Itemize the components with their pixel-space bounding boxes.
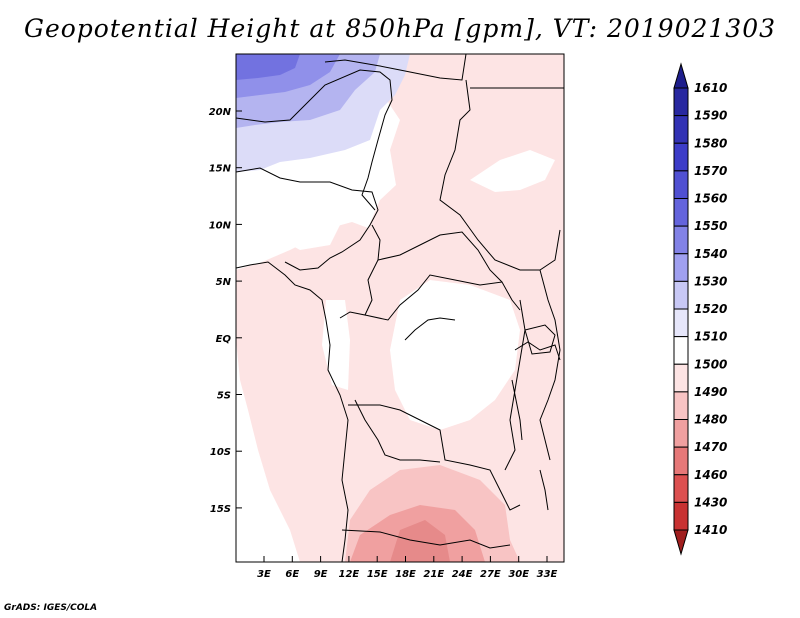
lon-label: 33E: [537, 569, 558, 580]
lake-victoria: [524, 324, 556, 355]
colorbar-box: [673, 336, 689, 365]
colorbar-box: [673, 501, 689, 531]
border-lake-region: [514, 341, 561, 361]
colorbar-top-arrow: [673, 62, 689, 89]
lat-label: EQ: [216, 334, 232, 345]
field-1470-band: [390, 520, 450, 562]
colorbar-box: [673, 308, 689, 338]
colorbar-box: [673, 142, 689, 172]
lon-label: 12E: [339, 569, 360, 580]
colorbar: 1610 1590 1580 1570 1560 1550 1540 1530 1520 1510…: [673, 62, 727, 556]
colorbar-label: 1460: [694, 468, 727, 482]
lat-label: 15N: [209, 164, 232, 175]
field-1510-patch-north: [470, 150, 555, 192]
lat-label: 15S: [210, 504, 231, 515]
colorbar-box: [673, 391, 689, 420]
colorbar-label: 1580: [694, 136, 727, 150]
field-1550-band: [236, 54, 300, 80]
colorbar-box: [673, 87, 689, 117]
lake-tanganyika: [511, 379, 523, 441]
lon-label: 6E: [285, 569, 299, 580]
colorbar-box: [673, 198, 689, 227]
border-congo: [364, 274, 521, 321]
colorbar-box: [673, 115, 689, 144]
map-frame: [235, 53, 565, 563]
grads-credit: GrADS: IGES/COLA: [4, 603, 98, 613]
colorbar-box: [673, 280, 689, 310]
colorbar-box: [673, 363, 689, 393]
lake-malawi: [539, 469, 549, 511]
border-north-b: [324, 54, 467, 81]
colorbar-label: 1530: [694, 274, 727, 288]
map-title: Geopotential Height at 850hPa [gpm], VT:…: [23, 14, 777, 43]
boundaries: [236, 54, 564, 562]
border-north-a: [236, 69, 393, 211]
field-1510-patch-centre: [390, 280, 520, 430]
field-1510-patch-coast: [322, 300, 350, 390]
border-south-central: [348, 404, 521, 511]
border-west-sahel: [236, 167, 379, 271]
lat-label: 5S: [217, 391, 231, 402]
lat-label: 10N: [209, 220, 232, 231]
lat-label: 5N: [216, 277, 232, 288]
border-south: [341, 529, 511, 549]
colorbar-label: 1550: [694, 219, 727, 233]
field-1510-patch-west: [280, 215, 340, 250]
colorbar-box: [673, 225, 689, 255]
colorbar-box: [673, 419, 689, 448]
colorbar-bottom-arrow: [673, 529, 689, 556]
lon-label: 15E: [367, 569, 388, 580]
latitude-axis: 20N 15N 10N 5N EQ 5S 10S 15S: [209, 107, 242, 515]
colorbar-label: 1500: [694, 357, 727, 371]
colorbar-label: 1480: [694, 413, 727, 427]
lon-label: 18E: [395, 569, 416, 580]
border-angola: [354, 399, 441, 463]
colorbar-label: 1520: [694, 302, 727, 316]
lon-label: 9E: [314, 569, 328, 580]
colorbar-label: 1510: [694, 330, 727, 344]
lat-label: 10S: [210, 447, 231, 458]
colorbar-label: 1470: [694, 440, 727, 454]
lon-label: 30E: [508, 569, 529, 580]
lon-label: 27E: [480, 569, 501, 580]
colorbar-box: [673, 474, 689, 503]
lon-label: 21E: [423, 569, 444, 580]
colorbar-label: 1590: [694, 109, 727, 123]
colorbar-box: [673, 253, 689, 282]
colorbar-box: [673, 170, 689, 199]
colorbar-label: 1570: [694, 164, 727, 178]
lon-label: 3E: [257, 569, 271, 580]
colorbar-label: 1430: [694, 495, 727, 509]
border-car: [377, 231, 503, 283]
height-field: [236, 54, 564, 562]
colorbar-label: 1540: [694, 247, 727, 261]
colorbar-label: 1410: [694, 523, 727, 537]
colorbar-label: 1560: [694, 192, 727, 206]
colorbar-label: 1490: [694, 385, 727, 399]
lat-label: 20N: [209, 107, 232, 118]
border-cameroon: [339, 224, 381, 319]
lon-label: 24E: [452, 569, 473, 580]
border-east-africa: [539, 269, 561, 461]
river-congo: [404, 317, 456, 341]
colorbar-label: 1610: [694, 81, 727, 95]
colorbar-box: [673, 446, 689, 476]
coastline-west: [236, 261, 349, 562]
longitude-axis: 3E 6E 9E 12E 15E 18E 21E 24E 27E 30E 33E: [257, 556, 558, 580]
